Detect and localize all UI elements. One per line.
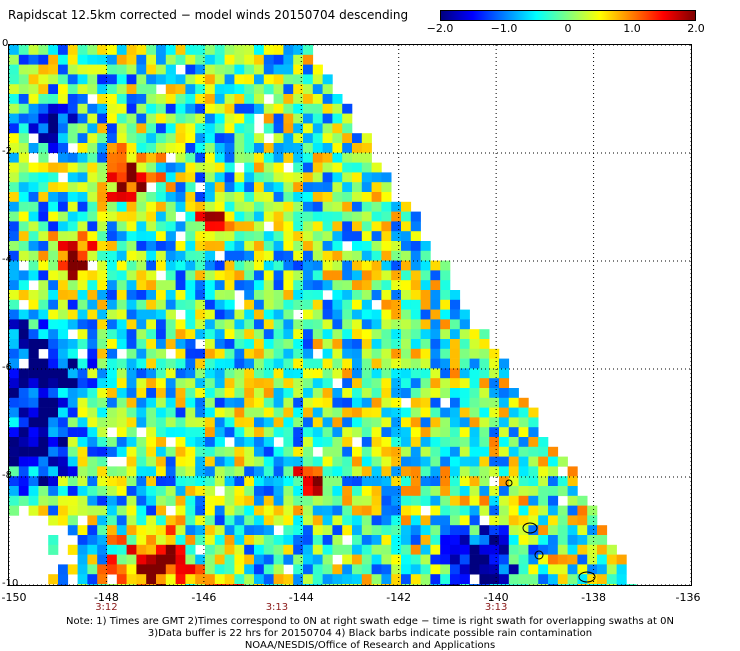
colorbar-label: −2.0 [426, 22, 454, 35]
y-tick-label: -4 [2, 254, 12, 265]
data-cells [9, 45, 637, 585]
island-outline [505, 479, 513, 487]
y-tick-label: -6 [2, 362, 12, 373]
chart-title: Rapidscat 12.5km corrected − model winds… [8, 8, 409, 22]
island-outline [578, 571, 596, 583]
colorbar-label: 2.0 [687, 22, 705, 35]
y-tick-label: -8 [2, 470, 12, 481]
x-tick-label: -140 [483, 591, 509, 604]
colorbar-label: 1.0 [623, 22, 641, 35]
grid-lines [9, 45, 691, 585]
time-label: 3:12 [95, 602, 118, 613]
time-label: 3:13 [484, 602, 508, 613]
island-outline [522, 522, 538, 534]
difference-map [9, 45, 691, 585]
colorbar-label: 0 [564, 22, 572, 35]
note-line-2: 3)Data buffer is 22 hrs for 20150704 4) … [147, 628, 593, 639]
x-tick-label: -150 [1, 591, 27, 604]
time-label: 3:13 [265, 602, 289, 613]
island-outlines [505, 479, 596, 583]
x-tick-label: -146 [191, 591, 217, 604]
map-plot-area [8, 44, 692, 586]
x-tick-label: -142 [386, 591, 412, 604]
y-tick-label: 0 [2, 38, 9, 49]
x-tick-label: -136 [675, 591, 701, 604]
x-tick-label: -144 [288, 591, 314, 604]
x-tick-label: -148 [93, 591, 119, 604]
note-line-3: NOAA/NESDIS/Office of Research and Appli… [244, 640, 496, 651]
colorbar-label: −1.0 [490, 22, 518, 35]
y-tick-label: -2 [2, 146, 12, 157]
note-line-1: Note: 1) Times are GMT 2)Times correspon… [66, 616, 674, 627]
colorbar [440, 10, 696, 21]
y-tick-label: -10 [2, 578, 19, 589]
island-outline [534, 550, 544, 560]
x-tick-label: -138 [581, 591, 607, 604]
